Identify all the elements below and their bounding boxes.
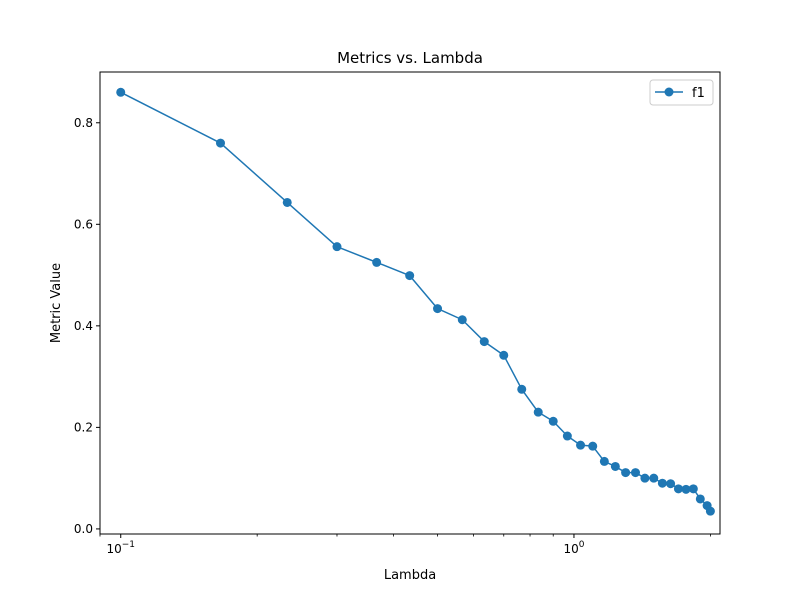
y-tick-label: 0.2	[74, 420, 93, 434]
data-point	[673, 484, 683, 494]
data-point	[499, 350, 509, 360]
x-tick-label: 100	[563, 540, 584, 556]
plot-series	[116, 87, 715, 516]
plot-frame	[99, 71, 721, 535]
data-point	[649, 473, 659, 483]
data-point	[517, 384, 527, 394]
data-point	[116, 87, 126, 97]
y-tick-label: 0.4	[74, 319, 93, 333]
x-tick-label-base: 10	[563, 542, 578, 556]
data-point	[457, 315, 467, 325]
axis-ticks: 0.00.20.40.60.810−1 100	[74, 116, 711, 556]
chart-title: Metrics vs. Lambda	[337, 49, 483, 67]
data-point	[405, 271, 415, 281]
data-point	[588, 441, 598, 451]
data-point	[533, 407, 543, 417]
y-tick-label: 0.8	[74, 116, 93, 130]
data-point	[282, 197, 292, 207]
data-point	[562, 431, 572, 441]
legend-label: f1	[692, 86, 705, 101]
data-point	[705, 506, 715, 516]
data-point	[479, 337, 489, 347]
data-point	[695, 494, 705, 504]
data-point	[433, 304, 443, 314]
x-tick-label-exponent: −1	[122, 540, 135, 550]
data-point	[548, 416, 558, 426]
legend: f1	[649, 79, 714, 106]
data-point	[372, 257, 382, 267]
x-tick-label: 10−1	[106, 540, 135, 556]
data-point	[681, 484, 691, 494]
data-point	[640, 473, 650, 483]
data-point	[688, 484, 698, 494]
y-tick-label: 0.0	[74, 522, 93, 536]
y-tick-label: 0.6	[74, 217, 93, 231]
x-tick-label-base: 10	[106, 542, 121, 556]
data-point	[576, 440, 586, 450]
data-point	[332, 242, 342, 252]
data-point	[215, 138, 225, 148]
x-tick-label-exponent: 0	[579, 540, 585, 550]
data-point	[666, 479, 676, 489]
data-point	[657, 478, 667, 488]
data-point	[610, 461, 620, 471]
y-axis-label: Metric Value	[49, 263, 64, 343]
legend-marker	[664, 87, 674, 97]
x-axis-label: Lambda	[384, 568, 436, 583]
data-point	[630, 468, 640, 478]
data-point	[621, 468, 631, 478]
data-point	[599, 456, 609, 466]
